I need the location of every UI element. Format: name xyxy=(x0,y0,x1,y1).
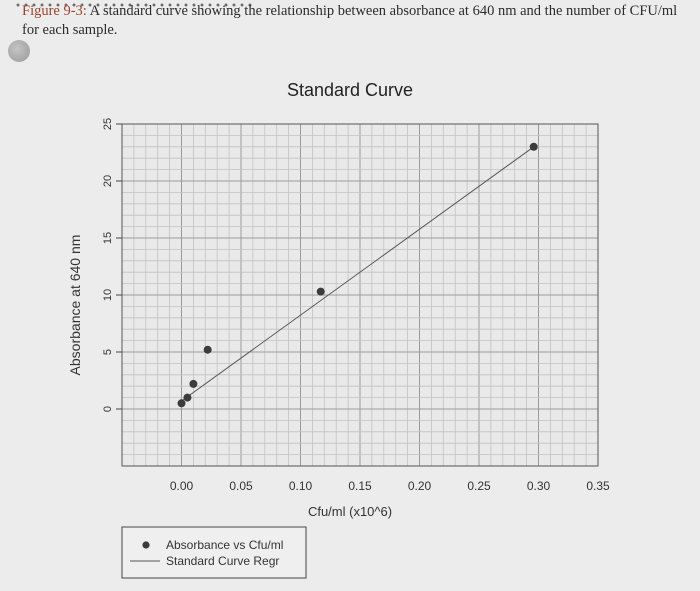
data-point xyxy=(316,287,325,296)
series-layer xyxy=(177,142,538,408)
legend: Absorbance vs Cfu/ml Standard Curve Regr xyxy=(121,526,307,579)
regression-line xyxy=(181,146,535,402)
y-tick-label: 25 xyxy=(102,118,114,130)
x-tick-label: 0.35 xyxy=(586,479,610,493)
y-tick-label: 5 xyxy=(102,349,114,355)
legend-box xyxy=(121,526,307,579)
legend-marker-points xyxy=(142,541,150,549)
chart-title: Standard Curve xyxy=(287,80,413,100)
y-tick-label: 10 xyxy=(102,289,114,301)
y-tick-label: 0 xyxy=(102,406,114,412)
page-curl-shadow xyxy=(8,40,30,62)
x-axis-label: Cfu/ml (x10^6) xyxy=(308,504,392,519)
decorative-dots xyxy=(14,2,254,8)
data-point xyxy=(189,379,198,388)
x-tick-label: 0.20 xyxy=(408,479,432,493)
x-tick-label: 0.10 xyxy=(289,479,313,493)
figure-label: Figure 9-3: xyxy=(22,3,87,19)
y-axis-ticks: 0 5 10 15 20 25 xyxy=(102,118,122,412)
data-point xyxy=(203,345,212,354)
caption-text: A standard curve showing the relationshi… xyxy=(22,3,678,38)
data-point xyxy=(177,399,186,408)
data-point xyxy=(529,142,538,151)
y-axis-label: Absorbance at 640 nm xyxy=(67,235,83,376)
y-tick-label: 15 xyxy=(102,232,114,244)
x-tick-label: 0.25 xyxy=(467,479,491,493)
x-tick-label: 0.00 xyxy=(170,479,194,493)
data-point xyxy=(183,393,192,402)
x-tick-label: 0.05 xyxy=(229,479,253,493)
x-tick-label: 0.30 xyxy=(527,479,551,493)
legend-label-points: Absorbance vs Cfu/ml xyxy=(166,538,283,552)
legend-label-line: Standard Curve Regr xyxy=(166,554,279,568)
y-tick-label: 20 xyxy=(102,175,114,187)
x-tick-label: 0.15 xyxy=(348,479,372,493)
figure-caption: Figure 9-3: A standard curve showing the… xyxy=(22,2,682,40)
x-axis-ticks: 0.00 0.05 0.10 0.15 0.20 0.25 0.30 0.35 xyxy=(170,479,610,493)
grid-lines xyxy=(121,123,599,467)
